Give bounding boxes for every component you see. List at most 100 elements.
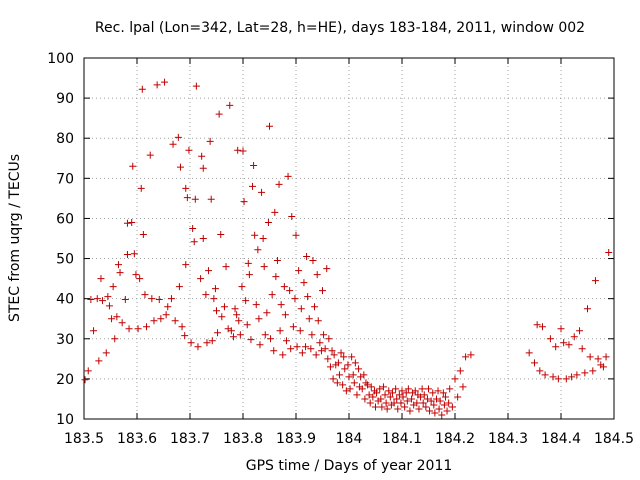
data-point: [231, 305, 239, 313]
data-point: [90, 327, 98, 335]
data-point: [341, 365, 349, 373]
data-point: [403, 397, 411, 405]
x-tick-label: 184.2: [435, 431, 475, 447]
x-axis-label: GPS time / Days of year 2011: [246, 458, 453, 474]
data-point: [602, 353, 610, 361]
data-point: [282, 337, 290, 345]
data-point: [372, 403, 379, 411]
data-point: [169, 140, 177, 148]
data-point: [236, 331, 244, 339]
data-point: [239, 147, 247, 155]
data-point: [240, 198, 248, 206]
data-point: [323, 265, 331, 273]
data-point: [266, 122, 273, 130]
x-tick-label: 183.5: [64, 431, 104, 447]
data-point: [199, 164, 207, 172]
data-point: [143, 323, 151, 331]
data-point: [335, 371, 343, 379]
data-point: [415, 405, 423, 413]
x-tick-label: 184.1: [382, 431, 422, 447]
data-point: [276, 327, 284, 335]
data-point: [418, 385, 426, 393]
y-tick-labels: 10 20 30 40 50 60 70 80 90 100: [47, 51, 74, 428]
x-tick-label: 183.9: [276, 431, 316, 447]
data-point: [326, 363, 334, 371]
x-tick-label: 184.5: [594, 431, 634, 447]
x-tick-label: 183.6: [117, 431, 157, 447]
data-point: [398, 387, 406, 395]
data-point: [210, 295, 218, 303]
data-point: [289, 323, 297, 331]
y-tick-label: 20: [56, 372, 74, 388]
data-point: [130, 250, 138, 258]
data-point: [364, 381, 372, 389]
data-point: [339, 381, 347, 389]
data-point: [226, 101, 234, 109]
data-point: [125, 325, 133, 333]
data-point: [388, 389, 396, 397]
data-point: [174, 133, 182, 141]
data-point: [422, 403, 430, 411]
data-point: [261, 331, 269, 339]
plot-frame: [83, 57, 615, 420]
data-point: [134, 325, 142, 333]
data-point: [573, 371, 581, 379]
data-point: [467, 351, 475, 359]
data-point: [393, 395, 401, 403]
data-point: [305, 315, 313, 323]
data-point: [273, 257, 281, 265]
data-point: [401, 403, 409, 411]
data-point: [97, 275, 105, 283]
data-point: [411, 387, 419, 395]
data-point: [386, 393, 394, 401]
data-point: [330, 351, 338, 359]
data-point: [277, 301, 285, 309]
data-point: [443, 407, 451, 415]
data-point: [361, 395, 369, 403]
data-point: [213, 307, 220, 315]
data-point: [171, 317, 179, 325]
data-point: [234, 146, 242, 154]
data-point: [267, 335, 275, 343]
data-point: [205, 267, 213, 275]
data-point: [554, 375, 562, 383]
data-point: [175, 283, 183, 291]
y-tick-label: 40: [56, 292, 74, 308]
data-point: [247, 336, 255, 344]
data-point: [270, 347, 278, 355]
data-point: [459, 383, 467, 391]
data-point: [215, 110, 223, 118]
data-point: [198, 152, 206, 160]
data-point: [222, 263, 230, 271]
x-tick-label: 183.8: [223, 431, 263, 447]
data-point: [328, 347, 336, 355]
data-point: [102, 349, 110, 357]
data-point: [208, 337, 216, 345]
data-point: [426, 407, 434, 415]
data-point: [153, 81, 161, 89]
data-point: [448, 403, 456, 411]
data-point: [132, 271, 140, 279]
data-point: [417, 393, 425, 401]
data-point: [233, 311, 241, 319]
x-tick-label: 184.3: [488, 431, 528, 447]
data-point: [95, 357, 103, 365]
data-point: [552, 343, 560, 351]
data-point: [533, 321, 541, 329]
data-point: [538, 323, 546, 331]
data-point: [402, 389, 410, 397]
data-point: [254, 246, 262, 254]
y-tick-label: 60: [56, 211, 74, 227]
y-tick-label: 50: [56, 252, 74, 268]
data-point: [295, 267, 303, 275]
data-point: [138, 85, 146, 93]
y-tick-label: 100: [47, 51, 74, 67]
data-point: [251, 231, 259, 239]
data-point: [586, 353, 594, 361]
data-point: [297, 305, 305, 313]
data-point: [271, 208, 279, 216]
data-point: [93, 295, 101, 303]
data-point: [218, 313, 226, 321]
data-point: [182, 261, 190, 269]
data-point: [199, 235, 207, 242]
